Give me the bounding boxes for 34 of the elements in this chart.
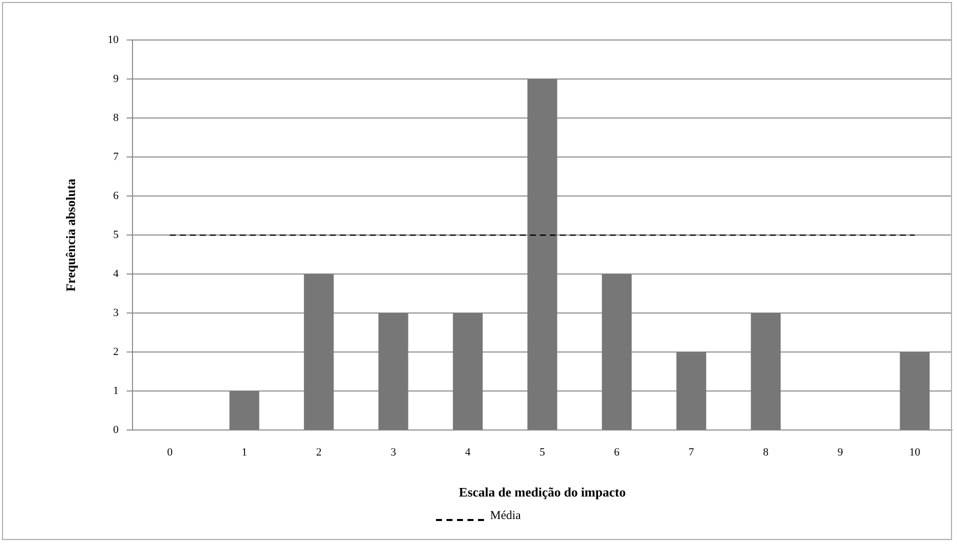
legend-label: Média [490, 508, 521, 522]
bar [750, 313, 781, 430]
bar [676, 352, 706, 430]
bar [378, 313, 408, 430]
bar [304, 274, 334, 430]
y-tick-label: 4 [113, 268, 120, 280]
y-tick-label: 0 [113, 424, 120, 436]
x-tick-label: 4 [465, 446, 472, 459]
x-tick-label: 2 [316, 446, 322, 459]
x-tick-label: 1 [242, 446, 248, 459]
y-tick-label: 8 [113, 112, 120, 124]
bar [452, 313, 483, 430]
x-tick-label: 10 [909, 446, 921, 459]
x-tick-label: 9 [838, 446, 844, 459]
x-tick-label: 6 [614, 446, 620, 459]
x-tick-label: 8 [763, 446, 770, 459]
bar [229, 391, 260, 430]
y-tick-label: 10 [108, 34, 120, 46]
bar [527, 79, 558, 430]
y-tick-label: 6 [113, 190, 120, 202]
bar [602, 274, 632, 430]
y-tick-label: 1 [113, 385, 119, 398]
y-tick-label: 5 [113, 228, 120, 241]
y-tick-label: 3 [113, 307, 120, 320]
x-tick-label: 5 [540, 446, 546, 459]
y-tick-label: 9 [113, 72, 120, 85]
x-tick-label: 7 [688, 446, 695, 459]
y-tick-label: 2 [113, 346, 119, 358]
y-tick-label: 7 [113, 150, 120, 163]
bar [900, 352, 930, 430]
y-axis-title: Frequência absoluta [63, 178, 78, 292]
x-tick-label: 3 [390, 446, 397, 459]
x-tick-label: 0 [167, 446, 174, 459]
x-axis-title: Escala de medição do impacto [458, 484, 626, 500]
